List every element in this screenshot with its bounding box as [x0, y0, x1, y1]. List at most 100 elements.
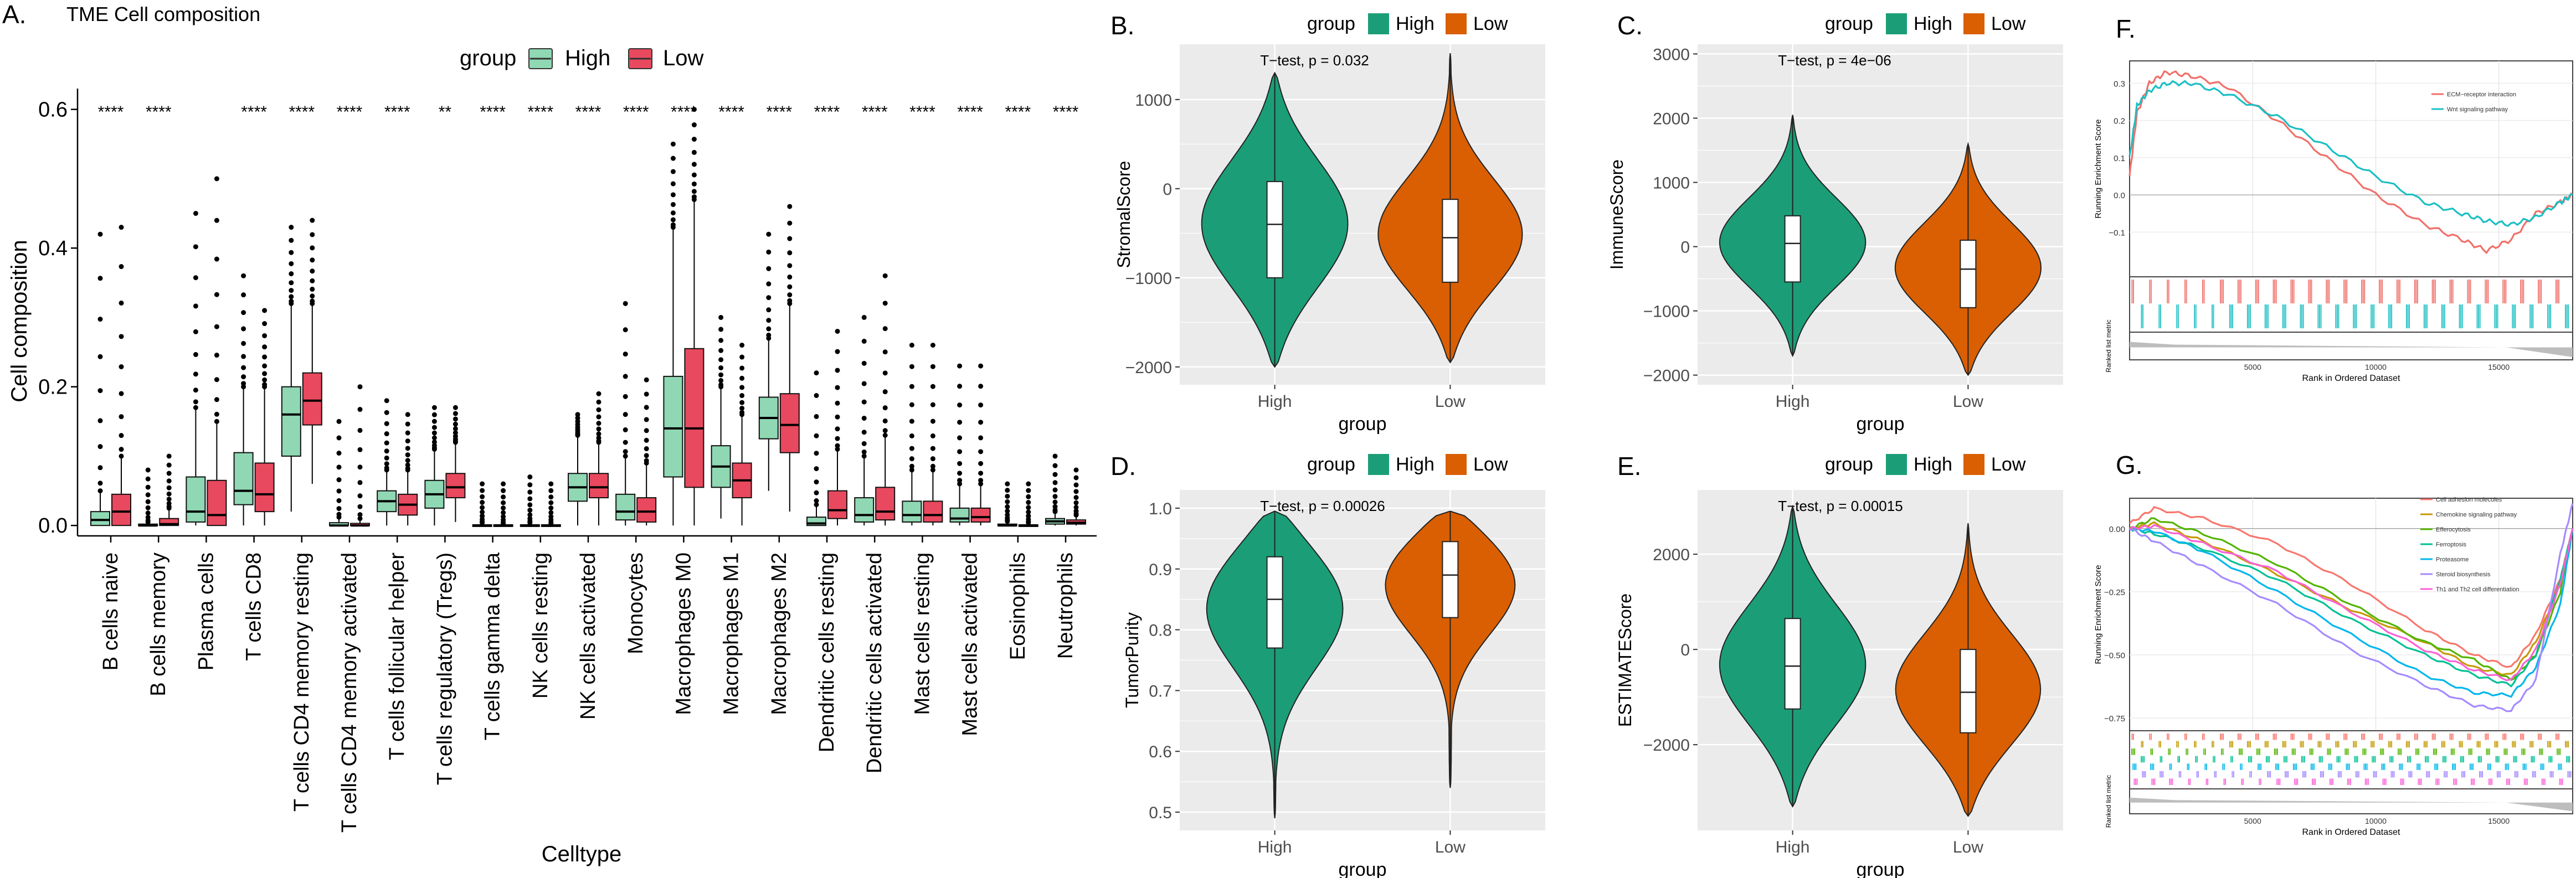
panel-a-significance: ****	[862, 103, 888, 121]
outlier-point	[739, 385, 745, 390]
outlier-point	[861, 399, 867, 405]
outlier-point	[97, 317, 103, 322]
legend-high-label: High	[1914, 13, 1952, 34]
outlier-point	[431, 412, 437, 417]
outlier-point	[357, 464, 363, 470]
panel-a-xtick-label: Dendritic cells activated	[863, 552, 886, 773]
outlier-point	[861, 441, 867, 446]
legend-label: Th1 and Th2 cell differentiation	[2436, 586, 2520, 593]
outlier-point	[957, 461, 963, 466]
outlier-point	[336, 512, 342, 517]
outlier-point	[119, 447, 124, 452]
outlier-point	[930, 402, 935, 407]
outlier-point	[766, 318, 772, 323]
outlier-point	[357, 427, 363, 433]
outlier-point	[787, 204, 793, 209]
outlier-point	[957, 435, 963, 441]
outlier-point	[480, 494, 485, 499]
outlier-point	[861, 453, 867, 459]
outlier-point	[739, 393, 745, 399]
xtick-label: 5000	[2244, 363, 2261, 371]
legend-low-key	[1963, 454, 1984, 475]
outlier-point	[166, 497, 172, 502]
outlier-point	[119, 433, 124, 438]
violin-box	[1266, 180, 1283, 278]
outlier-point	[718, 348, 724, 353]
outlier-point	[814, 466, 819, 472]
legend-high-label: High	[1914, 454, 1952, 475]
panel-a-xlabel: Celltype	[542, 842, 622, 866]
outlier-point	[1026, 513, 1031, 519]
panel-a-xtick-label: Neutrophils	[1054, 552, 1077, 659]
ytick-label: 3000	[1653, 45, 1690, 64]
outlier-point	[336, 506, 342, 512]
outlier-point	[575, 415, 580, 421]
y-axis-title: StromalScore	[1114, 161, 1134, 268]
outlier-point	[527, 516, 533, 521]
outlier-point	[766, 266, 772, 271]
panel-a-ytick-label: 0.4	[38, 237, 68, 260]
xtick-label: High	[1258, 838, 1292, 856]
outlier-point	[957, 478, 963, 483]
x-axis-title: group	[1339, 414, 1387, 435]
outlier-point	[739, 375, 745, 381]
outlier-point	[548, 514, 554, 519]
outlier-point	[766, 231, 772, 237]
outlier-point	[909, 467, 914, 473]
outlier-point	[766, 332, 772, 338]
y-axis-title: ESTIMATEScore	[1615, 593, 1635, 727]
outlier-point	[670, 181, 676, 187]
panel-a-xtick-label: Plasma cells	[194, 552, 218, 670]
panel-a-x-ticks: B cells naive B cells memory Plasma cells T…	[99, 536, 1077, 833]
panel-a-significance: ****	[289, 103, 315, 121]
outlier-point	[691, 189, 697, 194]
legend-low-key	[1446, 454, 1467, 475]
outlier-point	[262, 308, 268, 313]
xtick-label: Low	[1953, 838, 1983, 856]
box-high	[949, 507, 970, 523]
outlier-point	[527, 502, 533, 508]
ytick-label: 0.7	[1149, 682, 1172, 700]
outlier-point	[930, 463, 935, 469]
outlier-point	[501, 500, 506, 505]
outlier-point	[739, 343, 745, 348]
outlier-point	[119, 300, 124, 306]
ytick-label: 0.3	[2114, 79, 2125, 89]
panel-letter: B.	[1110, 11, 1134, 40]
panel-a-legend-high-label: High	[565, 46, 610, 70]
legend-low-label: Low	[1991, 454, 2026, 475]
outlier-point	[670, 222, 676, 228]
panel-a-letter: A.	[2, 0, 26, 29]
violin-box	[1266, 556, 1283, 649]
outlier-point	[166, 485, 172, 490]
outlier-point	[909, 419, 914, 424]
xtick-label: 10000	[2365, 817, 2387, 825]
legend-high-label: High	[1396, 454, 1434, 475]
outlier-point	[241, 292, 246, 298]
outlier-point	[336, 435, 342, 441]
hits-panel-frame	[2129, 276, 2573, 333]
panel-a-xtick-label: T cells CD4 memory resting	[290, 552, 313, 812]
legend-low-label: Low	[1473, 454, 1508, 475]
legend-low-label: Low	[1991, 13, 2026, 34]
outlier-point	[119, 414, 124, 420]
outlier-point	[1026, 481, 1031, 487]
outlier-point	[310, 245, 315, 251]
outlier-point	[384, 455, 389, 461]
outlier-point	[241, 374, 246, 380]
outlier-point	[384, 421, 389, 426]
panel-a-significance: ****	[766, 103, 792, 121]
outlier-point	[766, 307, 772, 313]
outlier-point	[882, 349, 888, 355]
outlier-point	[1005, 499, 1010, 504]
outlier-point	[861, 415, 867, 421]
outlier-point	[480, 513, 485, 519]
panel-a-significance: ****	[957, 103, 983, 121]
panel-g: G. 0.00 −0.25 −0.50 −0.75 Cell adhesion molec…	[2094, 451, 2574, 837]
rank-metric-area	[2130, 342, 2573, 357]
outlier-point	[145, 467, 151, 473]
outlier-point	[336, 419, 342, 424]
outlier-point	[596, 426, 601, 432]
xtick-label: Low	[1953, 392, 1983, 411]
outlier-point	[357, 504, 363, 509]
